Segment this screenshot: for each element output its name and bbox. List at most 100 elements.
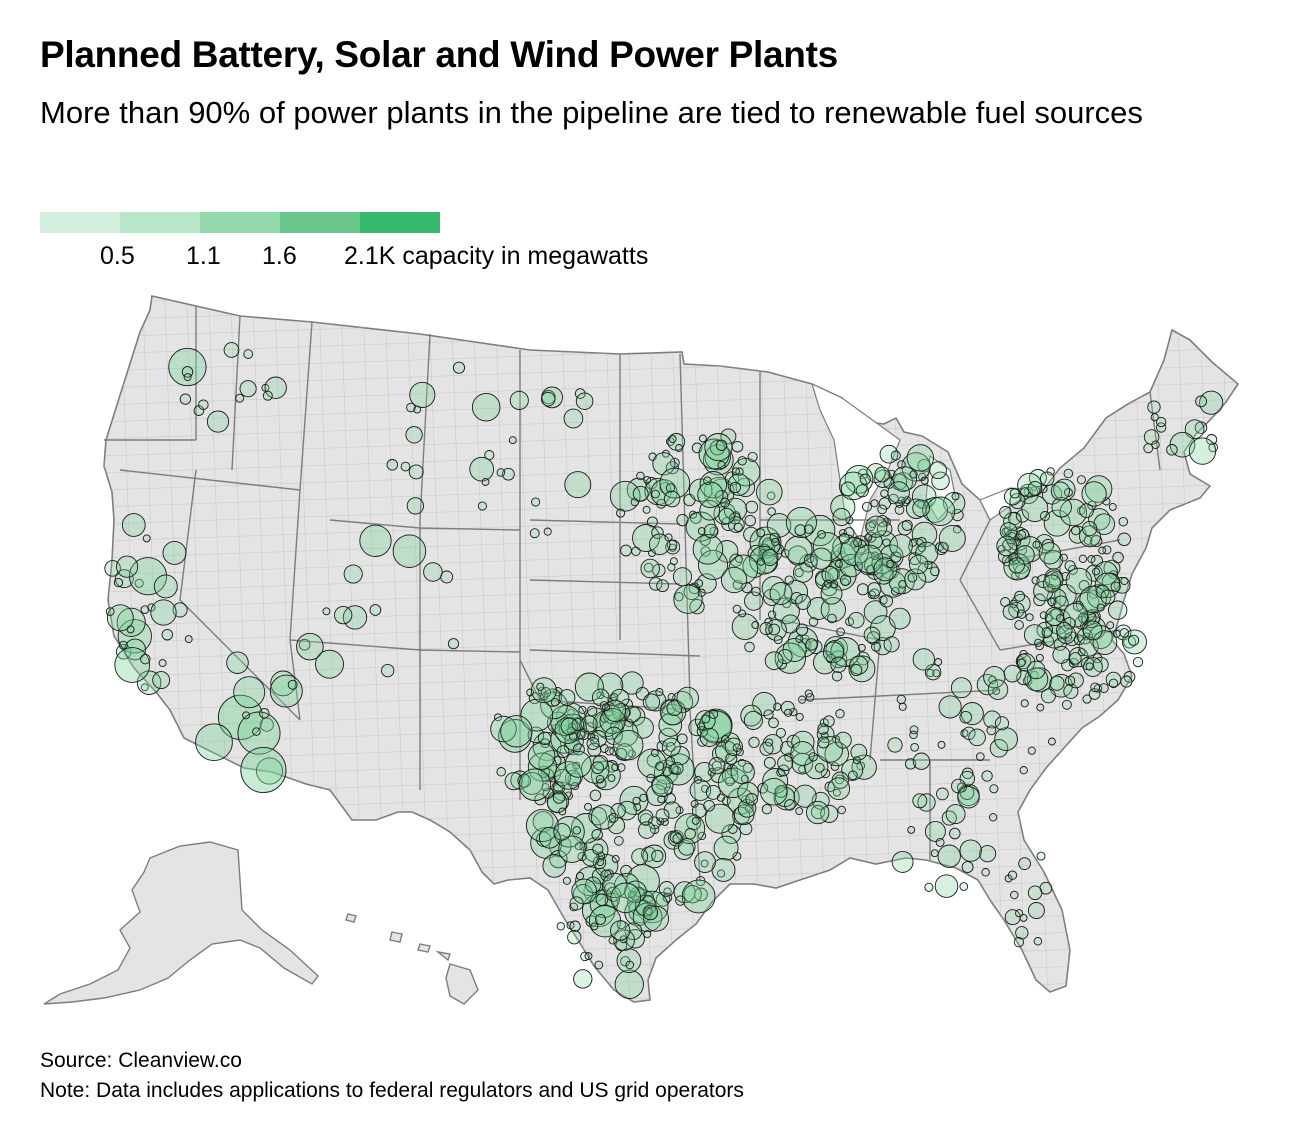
plant-bubble-1197 xyxy=(1033,936,1043,946)
plant-bubble-641 xyxy=(870,551,880,560)
plant-bubble-473 xyxy=(733,522,743,532)
plant-bubble-1162 xyxy=(1195,395,1208,408)
plant-bubble-581 xyxy=(777,648,793,665)
plant-bubble-1138 xyxy=(342,605,368,630)
plant-bubble-1149 xyxy=(423,562,443,582)
plant-bubble-575 xyxy=(821,566,839,584)
plant-bubble-324 xyxy=(568,732,578,741)
plant-bubble-943 xyxy=(926,668,935,678)
plant-bubble-979 xyxy=(850,743,868,761)
plant-bubble-377 xyxy=(646,516,658,528)
plant-bubble-695 xyxy=(938,524,966,552)
plant-bubble-259 xyxy=(553,823,571,841)
data-note: Note: Data includes applications to fede… xyxy=(40,1079,744,1102)
plant-bubble-449 xyxy=(674,592,684,602)
plant-bubble-224 xyxy=(617,763,626,772)
plant-bubble-1142 xyxy=(315,649,344,679)
plant-bubble-328 xyxy=(572,743,585,756)
plant-bubble-993 xyxy=(835,709,845,719)
plant-bubble-602 xyxy=(738,609,747,618)
plant-bubble-1008 xyxy=(759,741,774,756)
plant-bubble-1074 xyxy=(142,534,151,543)
plant-bubble-226 xyxy=(716,793,725,802)
plant-bubble-1105 xyxy=(235,393,245,403)
plant-bubble-60 xyxy=(588,806,607,826)
plant-bubble-1010 xyxy=(784,799,796,811)
plant-bubble-321 xyxy=(560,717,578,736)
plant-bubble-440 xyxy=(756,528,766,538)
plant-bubble-1049 xyxy=(748,736,760,749)
plant-bubble-674 xyxy=(934,541,948,555)
plant-bubble-693 xyxy=(915,541,939,565)
plant-bubble-1185 xyxy=(912,793,928,809)
plant-bubble-919 xyxy=(1041,627,1053,638)
plant-bubble-330 xyxy=(603,699,627,723)
plant-bubble-1078 xyxy=(140,653,151,665)
plant-bubble-868 xyxy=(1076,628,1093,645)
plant-bubble-610 xyxy=(768,623,781,636)
plant-bubble-219 xyxy=(681,879,716,914)
plant-bubble-849 xyxy=(999,506,1012,519)
plant-bubble-1089 xyxy=(233,676,266,709)
plant-bubble-699 xyxy=(853,538,863,548)
plant-bubble-666 xyxy=(866,521,876,532)
plant-bubble-346 xyxy=(496,767,506,777)
plant-bubble-429 xyxy=(732,467,740,476)
plant-bubble-342 xyxy=(599,744,609,753)
plant-bubble-466 xyxy=(745,500,759,514)
plant-bubble-286 xyxy=(625,960,635,970)
plant-bubble-1103 xyxy=(179,393,192,405)
plant-bubble-294 xyxy=(610,920,631,941)
plant-bubble-1060 xyxy=(158,659,167,668)
plant-bubble-994 xyxy=(775,727,786,738)
plant-bubble-684 xyxy=(897,460,906,469)
plant-bubble-188 xyxy=(624,705,641,723)
plant-bubble-282 xyxy=(600,869,613,882)
plant-bubble-965 xyxy=(1026,660,1046,680)
plant-bubble-141 xyxy=(611,763,620,772)
plant-bubble-707 xyxy=(912,499,930,518)
plant-bubble-1033 xyxy=(816,736,844,763)
plant-bubble-600 xyxy=(795,594,811,610)
plant-bubble-952 xyxy=(986,725,997,736)
plant-bubble-944 xyxy=(1027,746,1036,755)
plant-bubble-689 xyxy=(865,515,888,538)
plant-bubble-174 xyxy=(574,842,583,851)
plant-bubble-1104 xyxy=(262,390,273,401)
plant-bubble-261 xyxy=(625,929,645,949)
plant-bubble-290 xyxy=(610,882,641,914)
plant-bubble-235 xyxy=(655,808,670,823)
plant-bubble-213 xyxy=(739,822,753,836)
plant-bubble-1170 xyxy=(959,882,969,891)
plant-bubble-471 xyxy=(703,476,712,486)
plant-bubble-810 xyxy=(1063,488,1073,497)
plant-bubble-854 xyxy=(1032,540,1041,549)
plant-bubble-981 xyxy=(742,762,753,773)
plant-bubble-1174 xyxy=(949,827,961,840)
plant-bubble-801 xyxy=(1014,620,1024,630)
plant-bubble-404 xyxy=(698,434,707,443)
plant-bubble-262 xyxy=(614,969,644,999)
plant-bubble-160 xyxy=(701,714,711,724)
plant-bubble-594 xyxy=(830,580,839,589)
chart-title: Planned Battery, Solar and Wind Power Pl… xyxy=(40,34,838,75)
plant-bubble-469 xyxy=(643,562,654,573)
plant-bubble-146 xyxy=(591,734,600,743)
plant-bubble-963 xyxy=(937,740,946,749)
plant-bubble-795 xyxy=(1027,480,1043,496)
plant-bubble-389 xyxy=(620,544,632,557)
plant-bubble-345 xyxy=(564,750,592,778)
plant-bubble-637 xyxy=(908,552,922,566)
plant-bubble-1134 xyxy=(481,478,490,486)
plant-bubble-1128 xyxy=(405,426,423,444)
plant-bubble-307 xyxy=(571,782,580,791)
plant-bubble-1001 xyxy=(737,781,759,804)
plant-bubble-1066 xyxy=(152,671,171,690)
plant-bubble-1086 xyxy=(255,757,284,785)
plant-bubble-1115 xyxy=(386,459,399,471)
plant-bubble-672 xyxy=(880,489,889,498)
plant-bubble-265 xyxy=(594,960,604,970)
plant-bubble-1021 xyxy=(852,756,861,765)
plant-bubble-202 xyxy=(552,791,565,804)
plant-bubble-132 xyxy=(532,811,554,833)
